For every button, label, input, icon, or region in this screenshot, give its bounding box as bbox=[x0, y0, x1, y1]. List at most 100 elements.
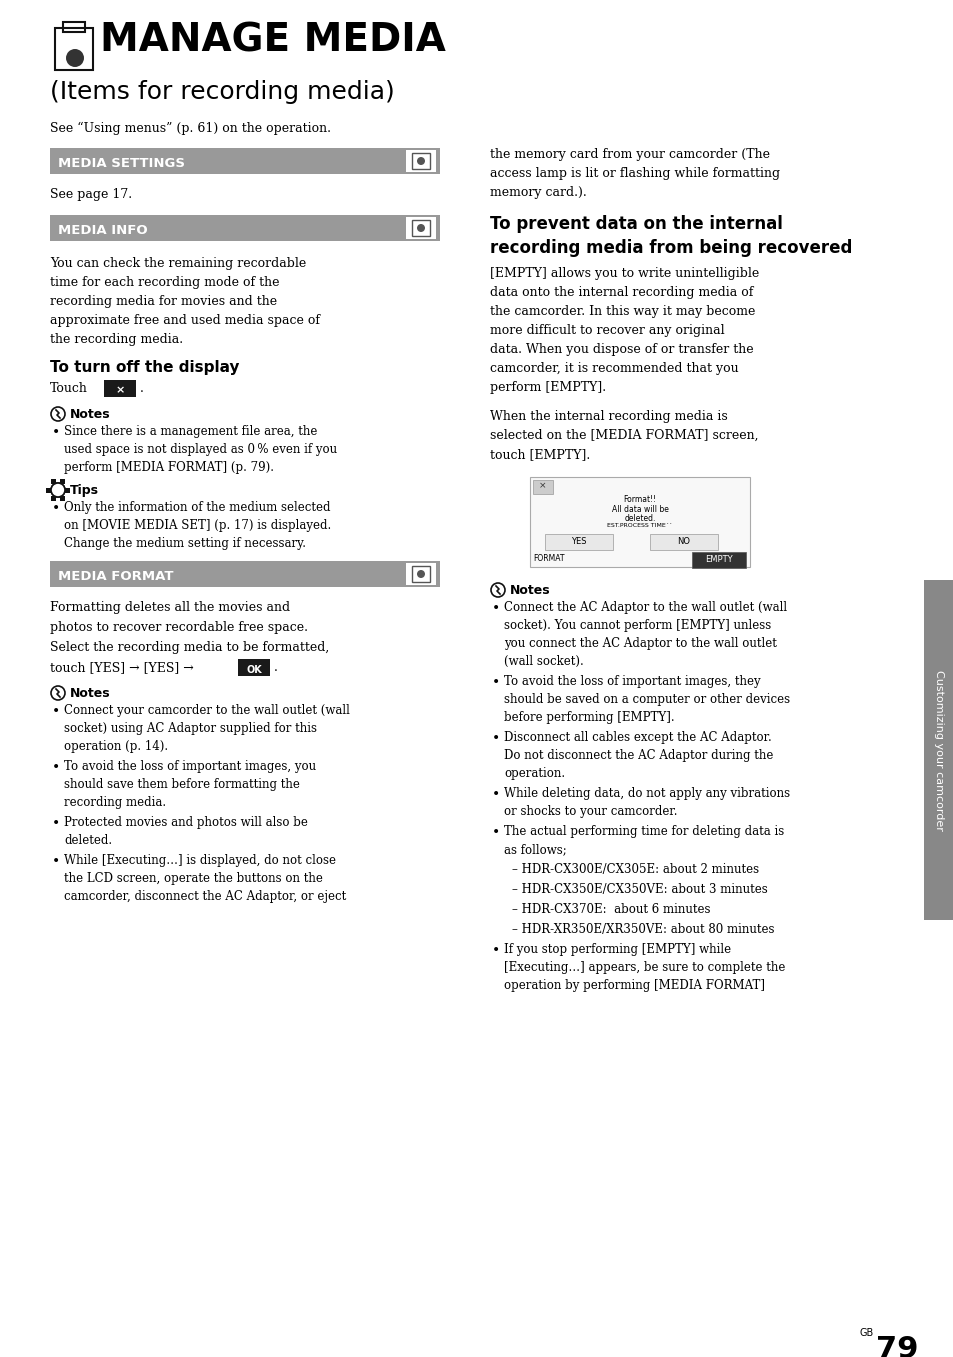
Text: time for each recording mode of the: time for each recording mode of the bbox=[50, 275, 279, 289]
Text: before performing [EMPTY].: before performing [EMPTY]. bbox=[503, 711, 674, 725]
Text: YES: YES bbox=[571, 537, 586, 546]
Text: See page 17.: See page 17. bbox=[50, 189, 132, 201]
Text: FORMAT: FORMAT bbox=[533, 554, 564, 563]
Text: touch [YES] → [YES] →: touch [YES] → [YES] → bbox=[50, 661, 193, 674]
Text: recording media for movies and the: recording media for movies and the bbox=[50, 294, 276, 308]
Text: camcorder, disconnect the AC Adaptor, or eject: camcorder, disconnect the AC Adaptor, or… bbox=[64, 890, 346, 902]
Text: used space is not displayed as 0 % even if you: used space is not displayed as 0 % even … bbox=[64, 442, 336, 456]
Bar bbox=[65, 487, 70, 493]
Bar bbox=[530, 478, 749, 567]
Text: photos to recover recordable free space.: photos to recover recordable free space. bbox=[50, 622, 308, 634]
Bar bbox=[412, 566, 430, 582]
Circle shape bbox=[416, 570, 424, 578]
Text: While [Executing…] is displayed, do not close: While [Executing…] is displayed, do not … bbox=[64, 854, 335, 867]
Text: camcorder, it is recommended that you: camcorder, it is recommended that you bbox=[490, 362, 738, 375]
Text: •: • bbox=[492, 825, 499, 839]
Text: Notes: Notes bbox=[70, 408, 111, 421]
Circle shape bbox=[66, 49, 84, 66]
Text: [Executing…] appears, be sure to complete the: [Executing…] appears, be sure to complet… bbox=[503, 961, 784, 974]
Text: MEDIA FORMAT: MEDIA FORMAT bbox=[58, 570, 173, 584]
Bar bbox=[923, 579, 953, 920]
Bar bbox=[60, 495, 65, 501]
Bar bbox=[50, 148, 439, 174]
Text: •: • bbox=[52, 425, 60, 440]
Bar bbox=[412, 220, 430, 236]
Text: Since there is a management file area, the: Since there is a management file area, t… bbox=[64, 425, 317, 438]
Text: data. When you dispose of or transfer the: data. When you dispose of or transfer th… bbox=[490, 343, 753, 356]
Text: Do not disconnect the AC Adaptor during the: Do not disconnect the AC Adaptor during … bbox=[503, 749, 773, 763]
Bar bbox=[50, 560, 439, 588]
Text: •: • bbox=[492, 601, 499, 615]
Text: (wall socket).: (wall socket). bbox=[503, 655, 583, 668]
Text: approximate free and used media space of: approximate free and used media space of bbox=[50, 313, 319, 327]
Text: deleted.: deleted. bbox=[64, 835, 112, 847]
Text: Format!!: Format!! bbox=[622, 495, 656, 503]
Circle shape bbox=[416, 224, 424, 232]
Bar bbox=[104, 380, 136, 398]
Text: If you stop performing [EMPTY] while: If you stop performing [EMPTY] while bbox=[503, 943, 730, 955]
Bar bbox=[51, 495, 55, 501]
Text: data onto the internal recording media of: data onto the internal recording media o… bbox=[490, 286, 753, 299]
Text: You can check the remaining recordable: You can check the remaining recordable bbox=[50, 256, 306, 270]
Text: on [MOVIE MEDIA SET] (p. 17) is displayed.: on [MOVIE MEDIA SET] (p. 17) is displaye… bbox=[64, 518, 331, 532]
Text: To avoid the loss of important images, they: To avoid the loss of important images, t… bbox=[503, 674, 760, 688]
Text: Only the information of the medium selected: Only the information of the medium selec… bbox=[64, 501, 330, 514]
Text: EMPTY: EMPTY bbox=[704, 555, 732, 565]
Text: more difficult to recover any original: more difficult to recover any original bbox=[490, 324, 724, 337]
Text: memory card.).: memory card.). bbox=[490, 186, 586, 199]
Text: EST.PROCESS TIME´´: EST.PROCESS TIME´´ bbox=[607, 522, 672, 528]
Text: Connect your camcorder to the wall outlet (wall: Connect your camcorder to the wall outle… bbox=[64, 704, 350, 716]
Text: Customizing your camcorder: Customizing your camcorder bbox=[933, 669, 943, 830]
Text: ×: × bbox=[115, 385, 125, 395]
Text: as follows;: as follows; bbox=[503, 843, 566, 856]
Text: the memory card from your camcorder (The: the memory card from your camcorder (The bbox=[490, 148, 769, 161]
Text: The actual performing time for deleting data is: The actual performing time for deleting … bbox=[503, 825, 783, 839]
Text: All data will be: All data will be bbox=[611, 505, 668, 514]
Text: operation.: operation. bbox=[503, 767, 564, 780]
Bar bbox=[50, 214, 439, 242]
Text: •: • bbox=[492, 787, 499, 801]
Text: •: • bbox=[52, 704, 60, 718]
Text: or shocks to your camcorder.: or shocks to your camcorder. bbox=[503, 805, 677, 818]
Text: – HDR-CX370E:  about 6 minutes: – HDR-CX370E: about 6 minutes bbox=[512, 902, 710, 916]
Text: MANAGE MEDIA: MANAGE MEDIA bbox=[100, 22, 445, 60]
Bar bbox=[63, 22, 85, 33]
Bar bbox=[412, 153, 430, 170]
Text: should be saved on a computer or other devices: should be saved on a computer or other d… bbox=[503, 693, 789, 706]
Text: .: . bbox=[274, 661, 277, 674]
Text: – HDR-CX350E/CX350VE: about 3 minutes: – HDR-CX350E/CX350VE: about 3 minutes bbox=[512, 883, 767, 896]
Text: socket). You cannot perform [EMPTY] unless: socket). You cannot perform [EMPTY] unle… bbox=[503, 619, 770, 632]
Text: NO: NO bbox=[677, 537, 690, 546]
Bar bbox=[46, 487, 51, 493]
Bar bbox=[691, 552, 745, 569]
Text: operation by performing [MEDIA FORMAT]: operation by performing [MEDIA FORMAT] bbox=[503, 978, 764, 992]
Text: See “Using menus” (p. 61) on the operation.: See “Using menus” (p. 61) on the operati… bbox=[50, 122, 331, 136]
Text: the camcorder. In this way it may become: the camcorder. In this way it may become bbox=[490, 305, 755, 318]
Bar bbox=[237, 660, 270, 676]
Text: Notes: Notes bbox=[510, 584, 550, 597]
Text: When the internal recording media is: When the internal recording media is bbox=[490, 410, 727, 423]
Text: Formatting deletes all the movies and: Formatting deletes all the movies and bbox=[50, 601, 290, 613]
Text: •: • bbox=[52, 501, 60, 516]
Bar bbox=[406, 151, 436, 172]
Text: MEDIA INFO: MEDIA INFO bbox=[58, 224, 148, 237]
Circle shape bbox=[416, 157, 424, 166]
Bar bbox=[649, 535, 718, 550]
Text: [EMPTY] allows you to write unintelligible: [EMPTY] allows you to write unintelligib… bbox=[490, 267, 759, 280]
Bar bbox=[406, 563, 436, 585]
Text: – HDR-XR350E/XR350VE: about 80 minutes: – HDR-XR350E/XR350VE: about 80 minutes bbox=[512, 923, 774, 936]
Text: To turn off the display: To turn off the display bbox=[50, 360, 239, 375]
Text: you connect the AC Adaptor to the wall outlet: you connect the AC Adaptor to the wall o… bbox=[503, 636, 776, 650]
Text: •: • bbox=[52, 816, 60, 830]
Text: •: • bbox=[492, 943, 499, 957]
Text: Select the recording media to be formatted,: Select the recording media to be formatt… bbox=[50, 641, 329, 654]
Text: Touch: Touch bbox=[50, 383, 88, 395]
Text: To prevent data on the internal: To prevent data on the internal bbox=[490, 214, 782, 233]
Text: the LCD screen, operate the buttons on the: the LCD screen, operate the buttons on t… bbox=[64, 873, 322, 885]
Bar bbox=[55, 28, 92, 71]
Text: socket) using AC Adaptor supplied for this: socket) using AC Adaptor supplied for th… bbox=[64, 722, 316, 735]
Text: (Items for recording media): (Items for recording media) bbox=[50, 80, 395, 104]
Text: Tips: Tips bbox=[70, 484, 99, 497]
Text: •: • bbox=[52, 854, 60, 868]
Text: •: • bbox=[492, 674, 499, 689]
